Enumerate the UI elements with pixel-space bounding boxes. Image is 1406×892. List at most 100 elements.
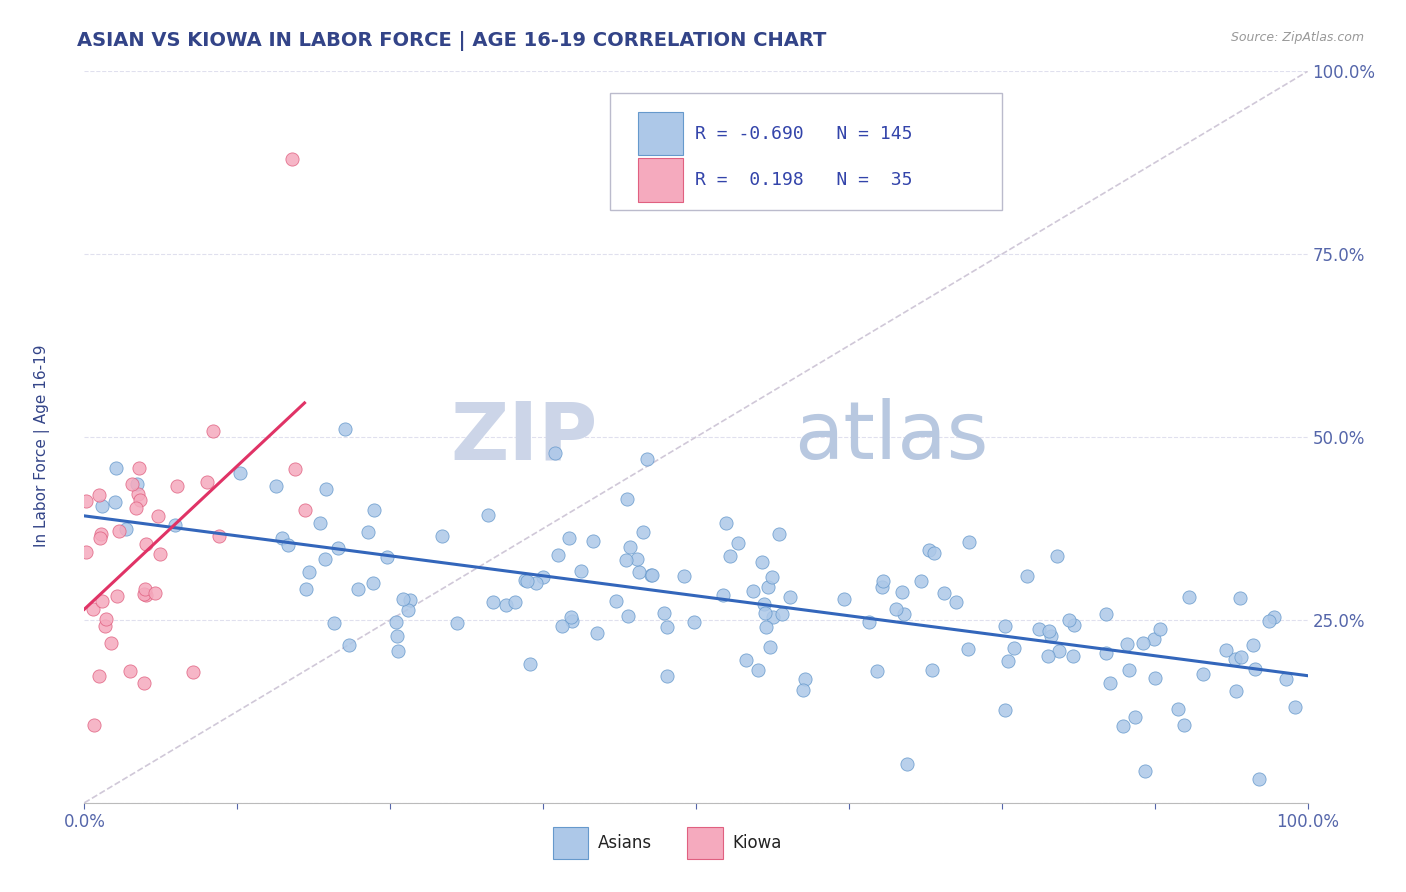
Point [387, 644, 409, 658]
Point [128, 461, 150, 475]
Point [1215, 643, 1237, 657]
Point [893, 607, 915, 621]
Point [1040, 629, 1063, 643]
Point [921, 663, 943, 677]
Point [619, 540, 641, 554]
Point [1223, 651, 1246, 665]
Point [357, 525, 380, 540]
Point [1063, 618, 1085, 632]
Point [396, 603, 419, 617]
Point [503, 595, 526, 609]
Point [569, 565, 592, 579]
Point [1098, 675, 1121, 690]
Point [626, 552, 648, 566]
Text: atlas: atlas [794, 398, 988, 476]
Point [1132, 635, 1154, 649]
Point [585, 626, 607, 640]
Point [346, 582, 368, 597]
Point [127, 486, 149, 500]
Point [477, 508, 499, 522]
Point [277, 538, 299, 552]
Point [858, 615, 880, 629]
FancyBboxPatch shape [553, 827, 588, 859]
Point [87, 488, 110, 502]
Point [1095, 647, 1118, 661]
Point [146, 508, 169, 523]
Point [910, 574, 932, 588]
Point [1192, 667, 1215, 681]
Point [1263, 609, 1285, 624]
Point [945, 595, 967, 609]
Point [714, 516, 737, 530]
Point [315, 482, 337, 496]
Point [682, 615, 704, 629]
Point [1144, 671, 1167, 685]
Point [672, 569, 695, 583]
Point [90, 594, 112, 608]
Point [932, 586, 955, 600]
Point [918, 542, 941, 557]
Text: Asians: Asians [598, 834, 652, 852]
Point [560, 609, 582, 624]
Point [127, 477, 149, 491]
Point [163, 518, 186, 533]
Point [711, 588, 734, 602]
Point [636, 452, 658, 467]
Point [640, 567, 662, 582]
Point [627, 565, 650, 579]
FancyBboxPatch shape [610, 94, 1002, 211]
Point [1028, 622, 1050, 636]
Point [616, 491, 638, 506]
Text: R = -0.690   N = 145: R = -0.690 N = 145 [695, 125, 912, 143]
Point [993, 618, 1015, 632]
Point [1002, 641, 1025, 656]
Point [768, 526, 790, 541]
Point [1225, 683, 1247, 698]
Point [956, 641, 979, 656]
Point [547, 548, 569, 562]
Point [93, 619, 115, 633]
Point [1015, 569, 1038, 583]
Point [294, 502, 316, 516]
Point [792, 683, 814, 698]
Point [742, 584, 765, 599]
Point [323, 615, 346, 630]
Point [641, 568, 664, 582]
Point [1095, 607, 1118, 621]
Point [125, 501, 148, 516]
Point [121, 476, 143, 491]
Point [100, 636, 122, 650]
Point [132, 676, 155, 690]
Point [1275, 672, 1298, 686]
Point [361, 575, 384, 590]
Point [181, 665, 204, 680]
Point [582, 534, 605, 549]
Point [295, 582, 318, 596]
Point [90, 499, 112, 513]
Point [1284, 700, 1306, 714]
Point [1178, 591, 1201, 605]
Point [143, 586, 166, 600]
Point [309, 516, 332, 530]
Point [132, 587, 155, 601]
Point [957, 535, 980, 549]
FancyBboxPatch shape [638, 112, 682, 155]
Point [284, 462, 307, 476]
Point [1230, 650, 1253, 665]
Point [495, 599, 517, 613]
Text: Kiowa: Kiowa [733, 834, 782, 852]
Point [1046, 549, 1069, 563]
Point [83, 718, 105, 732]
Point [657, 669, 679, 683]
Point [872, 574, 894, 588]
Point [890, 585, 912, 599]
Point [202, 424, 225, 438]
Point [735, 653, 758, 667]
Point [515, 573, 537, 587]
Text: Source: ZipAtlas.com: Source: ZipAtlas.com [1230, 31, 1364, 45]
Point [135, 536, 157, 550]
Text: R =  0.198   N =  35: R = 0.198 N = 35 [695, 171, 912, 189]
Point [75, 493, 97, 508]
Point [1229, 591, 1251, 606]
Point [1047, 644, 1070, 658]
